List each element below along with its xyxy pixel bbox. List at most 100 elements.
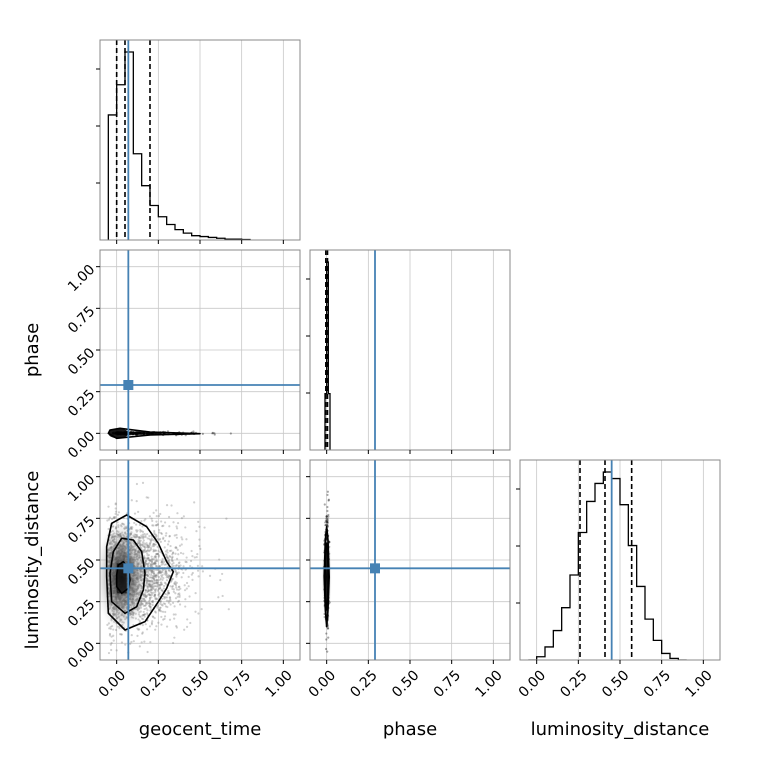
scatter-point: [155, 524, 158, 527]
scatter-point: [112, 517, 115, 520]
scatter-point: [163, 595, 166, 599]
scatter-point: [171, 587, 174, 590]
scatter-point: [150, 591, 153, 595]
scatter-point: [130, 432, 134, 435]
scatter-point: [154, 555, 157, 558]
scatter-point: [152, 570, 155, 573]
scatter-point: [156, 523, 159, 526]
scatter-point: [151, 519, 154, 522]
scatter-point: [138, 432, 141, 435]
scatter-point: [168, 535, 171, 538]
scatter-point: [186, 618, 189, 621]
scatter-point: [136, 431, 140, 435]
scatter-point: [132, 640, 135, 643]
scatter-point: [146, 613, 149, 616]
scatter-point: [171, 577, 175, 580]
scatter-point: [158, 528, 161, 532]
scatter-point: [149, 605, 152, 608]
scatter-point: [156, 545, 159, 548]
scatter-point: [163, 602, 167, 606]
scatter-point: [146, 557, 149, 560]
scatter-point: [147, 582, 151, 586]
scatter-point: [179, 564, 182, 567]
y-tick-label-phase: 0.00: [65, 428, 98, 461]
scatter-point: [144, 543, 147, 546]
scatter-point: [132, 431, 135, 434]
scatter-point: [154, 584, 157, 588]
scatter-point: [151, 576, 154, 580]
scatter-point: [143, 431, 146, 435]
scatter-point: [136, 432, 139, 435]
scatter-point: [175, 624, 178, 628]
scatter-point: [174, 597, 178, 600]
scatter-point: [132, 442, 134, 444]
scatter-point: [164, 582, 167, 585]
scatter-point: [170, 504, 173, 507]
scatter-point: [326, 509, 329, 513]
scatter-point: [178, 585, 181, 588]
scatter-point: [173, 581, 176, 585]
scatter-point: [150, 576, 154, 579]
scatter-point: [152, 587, 155, 591]
scatter-point: [149, 541, 152, 544]
scatter-point: [144, 601, 148, 604]
scatter-point: [137, 432, 140, 435]
scatter-point: [135, 433, 138, 436]
scatter-point: [108, 634, 112, 637]
scatter-point: [155, 581, 158, 585]
scatter-point: [170, 579, 173, 582]
scatter-point: [148, 544, 151, 548]
scatter-point: [132, 432, 135, 435]
contour-geocent_time_vs_luminosity_distance-1: [109, 537, 146, 615]
x-tick-label-phase: 0.75: [431, 667, 464, 700]
scatter-point: [144, 535, 147, 539]
scatter-point: [116, 513, 119, 516]
scatter-point: [156, 585, 159, 588]
scatter-point: [132, 432, 135, 435]
scatter-point: [154, 574, 157, 577]
scatter-point: [132, 432, 135, 435]
scatter-point: [165, 625, 169, 628]
scatter-point: [146, 590, 149, 593]
scatter-point: [136, 432, 139, 435]
scatter-point: [200, 608, 203, 611]
scatter-point: [197, 520, 200, 523]
scatter-point: [146, 552, 149, 555]
scatter-point: [151, 620, 154, 623]
y-axis-label-phase: phase: [22, 323, 43, 377]
scatter-point: [161, 597, 164, 600]
scatter-point: [152, 571, 155, 574]
scatter-point: [152, 539, 155, 542]
scatter-point: [130, 634, 133, 637]
scatter-point: [153, 533, 156, 536]
scatter-point: [153, 561, 156, 564]
scatter-point: [146, 432, 149, 435]
scatter-point: [211, 431, 215, 434]
scatter-point: [156, 581, 159, 584]
scatter-point: [326, 520, 329, 524]
scatter-point: [152, 615, 155, 619]
scatter-point: [132, 431, 135, 434]
scatter-point: [195, 530, 198, 533]
scatter-point: [129, 431, 132, 434]
scatter-point: [138, 432, 141, 435]
scatter-point: [157, 594, 160, 597]
scatter-point: [147, 571, 150, 574]
scatter-point: [148, 549, 151, 553]
scatter-point: [132, 431, 135, 434]
scatter-point: [172, 613, 175, 616]
scatter-point: [160, 615, 163, 619]
scatter-point: [132, 431, 135, 434]
scatter-point: [137, 628, 140, 631]
scatter-point: [140, 617, 144, 620]
scatter-point: [162, 536, 165, 539]
scatter-point: [137, 431, 140, 434]
scatter-point: [165, 596, 168, 599]
scatter-point: [165, 553, 168, 557]
scatter-point: [143, 519, 146, 522]
scatter-point: [183, 584, 186, 587]
scatter-point: [174, 552, 177, 555]
scatter-point: [148, 543, 152, 546]
x-tick-label-luminosity_distance: 0.50: [599, 667, 632, 700]
scatter-point: [148, 515, 152, 518]
